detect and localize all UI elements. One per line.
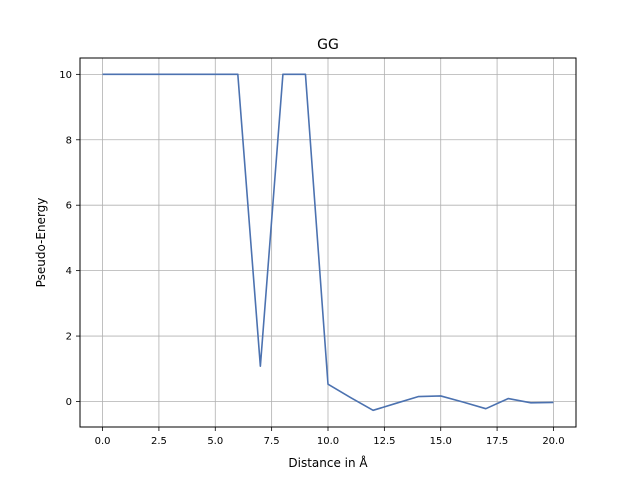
x-axis: 0.0 2.5 5.0 7.5 10.0 12.5 15.0 17.5 20.0 — [95, 427, 565, 447]
y-tick-label: 4 — [66, 266, 72, 277]
x-tick-label: 12.5 — [373, 436, 395, 447]
y-tick-label: 10 — [59, 70, 72, 81]
x-tick-label: 10.0 — [317, 436, 339, 447]
x-tick-label: 15.0 — [430, 436, 452, 447]
grid — [80, 58, 576, 427]
y-axis: 0 2 4 6 8 10 — [59, 70, 80, 408]
x-tick-label: 17.5 — [486, 436, 508, 447]
x-tick-label: 5.0 — [207, 436, 223, 447]
x-axis-title: Distance in Å — [288, 455, 368, 470]
y-axis-title: Pseudo-Energy — [34, 198, 48, 288]
x-tick-label: 7.5 — [264, 436, 280, 447]
series-layer — [102, 73, 554, 412]
y-tick-label: 0 — [66, 397, 72, 408]
x-tick-label: 20.0 — [542, 436, 564, 447]
x-tick-label: 2.5 — [151, 436, 167, 447]
y-tick-label: 8 — [66, 135, 72, 146]
series-line — [102, 73, 554, 412]
y-tick-label: 2 — [66, 332, 72, 343]
y-tick-label: 6 — [66, 201, 72, 212]
x-tick-label: 0.0 — [95, 436, 111, 447]
chart-title: GG — [317, 37, 339, 53]
